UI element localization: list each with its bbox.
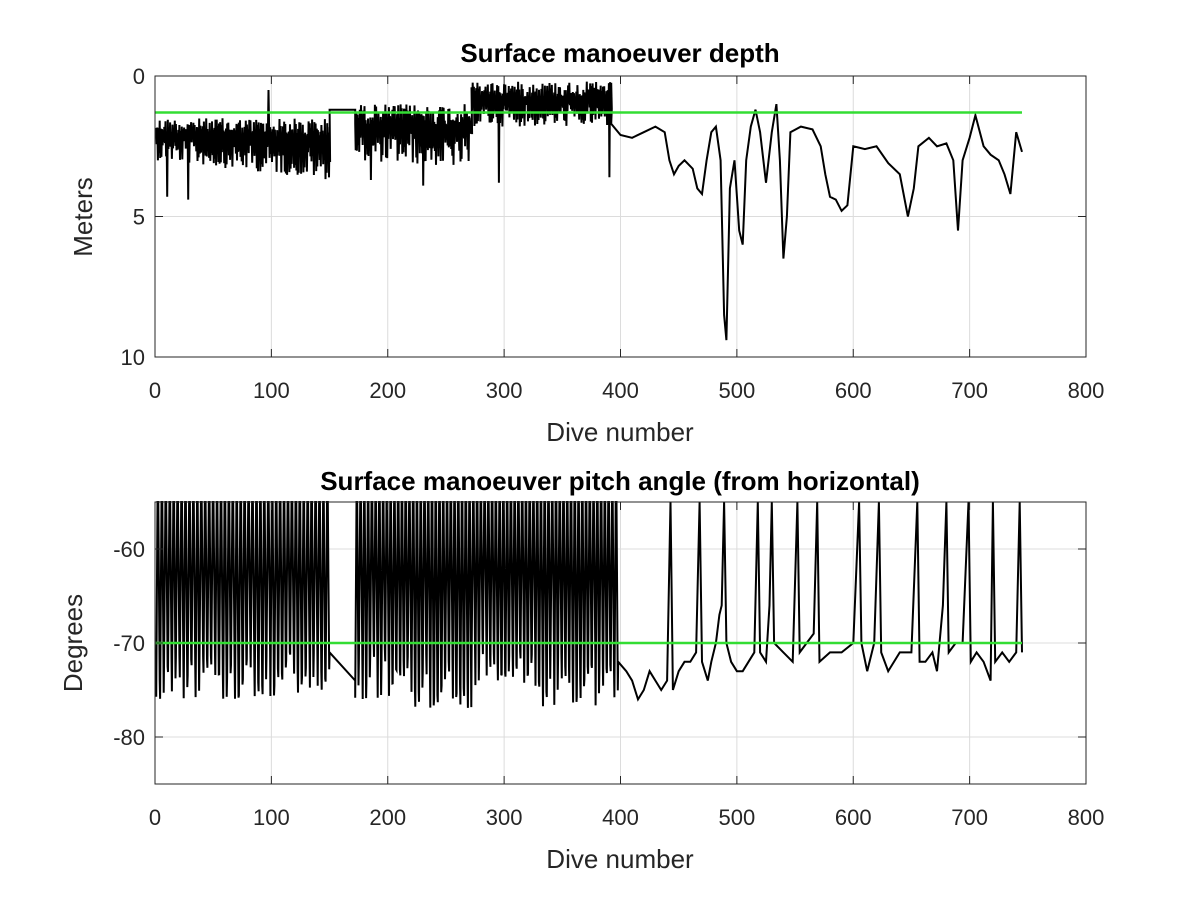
pitch-chart-xlabel: Dive number <box>546 844 694 874</box>
pitch-chart-ytick-label: -60 <box>113 537 145 562</box>
depth-chart-xtick-label: 300 <box>486 378 523 403</box>
depth-chart-ytick-label: 5 <box>133 205 145 230</box>
pitch-chart-xtick-label: 100 <box>253 805 290 830</box>
pitch-chart-xtick-label: 200 <box>369 805 406 830</box>
depth-chart-xtick-label: 500 <box>719 378 756 403</box>
depth-chart-xtick-label: 400 <box>602 378 639 403</box>
depth-chart-xticks: 0 100 200 300 400 500 600 700 800 <box>149 76 1104 403</box>
pitch-chart-xtick-label: 800 <box>1068 805 1105 830</box>
pitch-chart-xtick-label: 600 <box>835 805 872 830</box>
depth-chart-yticks: 0 5 10 <box>121 64 1086 370</box>
depth-chart-title: Surface manoeuver depth <box>460 38 779 68</box>
pitch-chart-xticks: 0 100 200 300 400 500 600 700 800 <box>149 502 1104 830</box>
depth-chart-series <box>155 81 1023 341</box>
pitch-chart-title: Surface manoeuver pitch angle (from hori… <box>320 466 920 496</box>
pitch-chart-ytick-label: -70 <box>113 631 145 656</box>
depth-chart-xtick-label: 800 <box>1068 378 1105 403</box>
pitch-chart-xtick-label: 300 <box>486 805 523 830</box>
pitch-chart: Surface manoeuver pitch angle (from hori… <box>58 466 1104 874</box>
pitch-chart-xtick-label: 500 <box>719 805 756 830</box>
depth-chart-xtick-label: 100 <box>253 378 290 403</box>
depth-chart-xtick-label: 700 <box>951 378 988 403</box>
pitch-chart-yticks: -60 -70 -80 <box>113 537 1086 750</box>
pitch-chart-ytick-label: -80 <box>113 725 145 750</box>
depth-chart-xtick-label: 200 <box>369 378 406 403</box>
depth-chart-ylabel: Meters <box>68 177 98 256</box>
depth-chart-ytick-label: 0 <box>133 64 145 89</box>
pitch-chart-xtick-label: 400 <box>602 805 639 830</box>
depth-chart-series-line <box>155 81 1023 341</box>
depth-chart-xtick-label: 600 <box>835 378 872 403</box>
pitch-chart-xtick-label: 0 <box>149 805 161 830</box>
pitch-chart-xtick-label: 700 <box>951 805 988 830</box>
depth-chart-xtick-label: 0 <box>149 378 161 403</box>
pitch-chart-ylabel: Degrees <box>58 594 88 692</box>
depth-chart-xlabel: Dive number <box>546 417 694 447</box>
depth-chart-ytick-label: 10 <box>121 345 145 370</box>
depth-chart: Surface manoeuver depth 0 100 200 300 400 500… <box>68 38 1104 447</box>
